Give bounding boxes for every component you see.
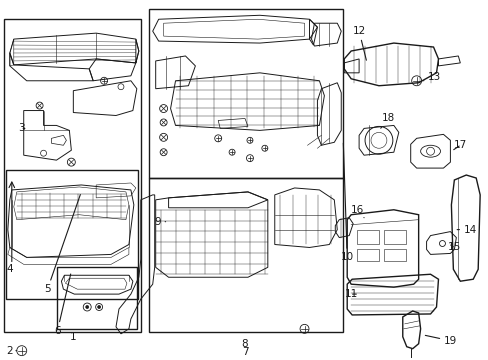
Text: 4: 4 [6,264,13,274]
Bar [148,9,343,178]
Text: 2: 2 [6,346,17,356]
Text: 3: 3 [19,123,25,134]
Text: 18: 18 [380,113,395,128]
Text: 14: 14 [456,225,476,235]
Text: 6: 6 [54,274,71,336]
Bar [356,230,378,243]
Text: 8: 8 [241,339,248,349]
Text: 17: 17 [453,140,466,150]
Bar [383,230,405,243]
Text: 1: 1 [70,332,77,342]
Text: 19: 19 [425,336,456,346]
Bar [57,267,137,329]
Text: 7: 7 [241,347,248,357]
Text: 10: 10 [340,143,353,262]
Circle shape [85,306,88,309]
Text: 11: 11 [344,289,357,299]
Bar [148,178,343,332]
Text: 13: 13 [423,72,440,82]
Bar [6,170,138,299]
Text: 5: 5 [44,194,80,294]
Text: 12: 12 [352,26,366,60]
Bar [4,19,141,332]
Bar [383,249,405,261]
Text: 9: 9 [154,217,165,227]
Circle shape [98,306,101,309]
Bar [356,249,378,261]
Text: 16: 16 [350,205,364,218]
Text: 15: 15 [447,243,460,252]
